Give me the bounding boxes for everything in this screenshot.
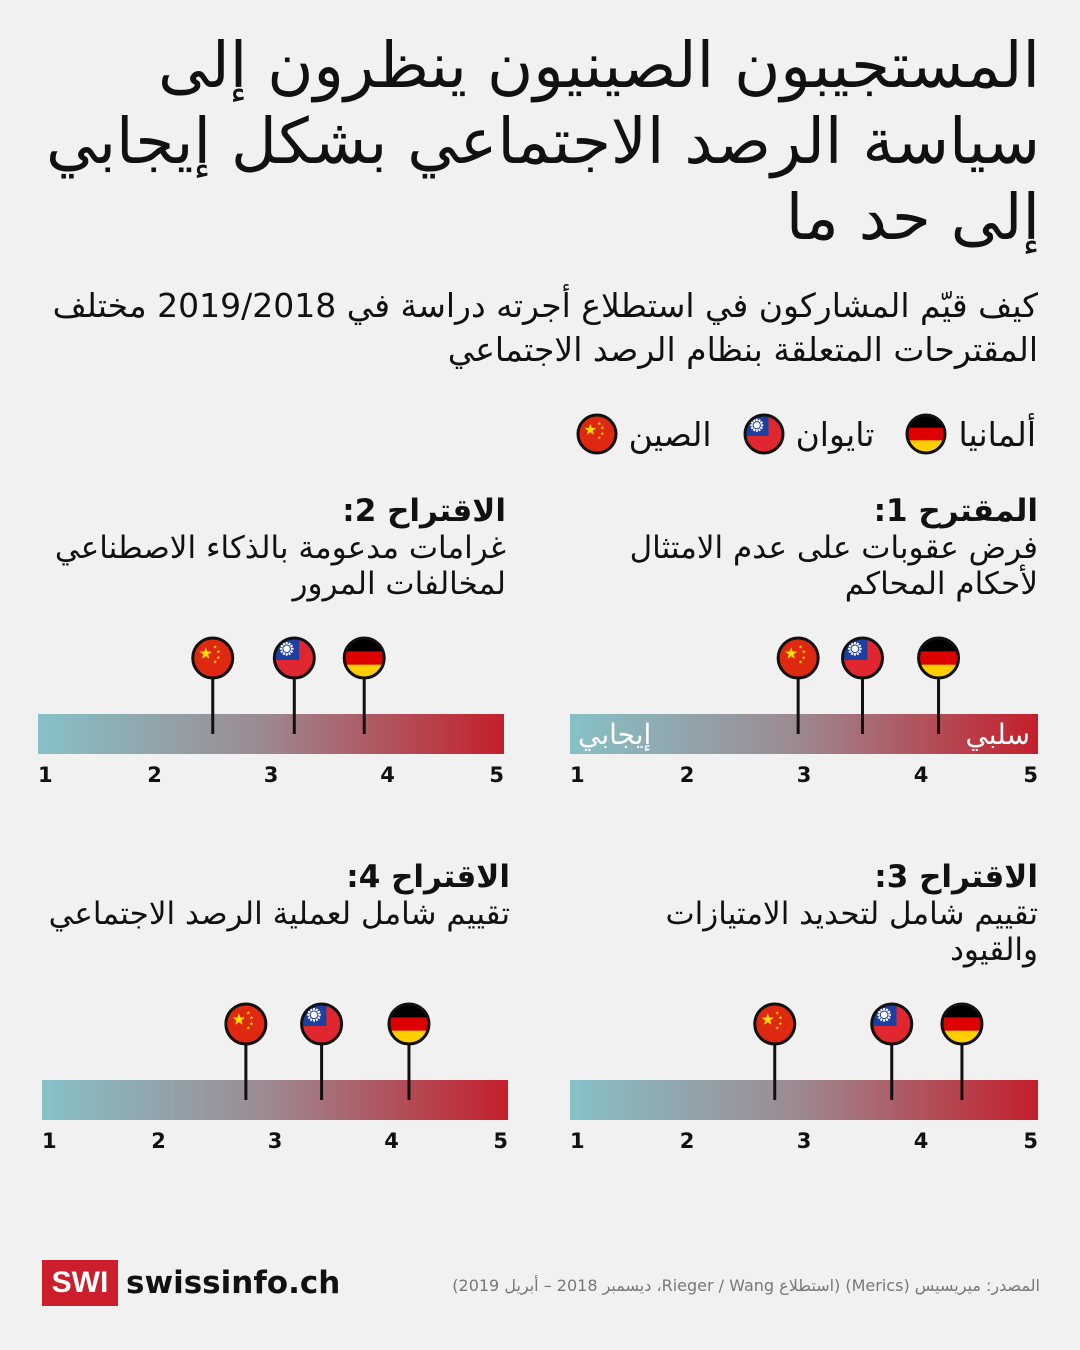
pin-germany [917,636,961,734]
taiwan-flag-icon [300,1002,344,1046]
taiwan-flag-icon [743,413,785,455]
germany-flag-icon [940,1002,984,1046]
pin-germany [940,1002,984,1100]
negative-label: سلبي [965,718,1030,751]
china-flag-icon [224,1002,268,1046]
germany-flag-icon [905,413,947,455]
pin-china [776,636,820,734]
china-flag-icon [576,413,618,455]
tick-label: 2 [680,763,695,787]
pin-taiwan [841,636,884,734]
legend-item-china: الصين [575,412,712,456]
taiwan-flag-icon [870,1002,914,1046]
tick-label: 2 [680,1129,695,1153]
tick-label: 3 [797,1129,812,1153]
pin-germany [342,636,386,734]
pin-taiwan [300,1002,344,1100]
proposal-text: تقييم شامل لعملية الرصد الاجتماعي [48,896,510,932]
scale-bar [38,714,504,754]
swi-logo[interactable]: SWI swissinfo.ch [42,1260,340,1306]
proposal-text: غرامات مدعومة بالذكاء الاصطناعي لمخالفات… [54,530,506,602]
proposal-scale-2: 1 2 3 4 5 [38,636,504,787]
china-flag-icon [753,1002,797,1046]
page-title: المستجيبون الصينيون ينظرون إلى سياسة الر… [46,29,1040,254]
tick-label: 5 [1023,1129,1038,1153]
proposal-panel-4: الاقتراح 4: تقييم شامل لعملية الرصد الاج… [40,858,510,1158]
germany-flag-icon [387,1002,431,1046]
proposal-scale-3: 1 2 3 4 5 [570,1002,1038,1153]
pin-taiwan [272,636,316,734]
proposal-text: فرض عقوبات على عدم الامتثال لأحكام المحا… [629,530,1038,602]
china-flag-icon [191,636,235,680]
germany-flag-icon [905,413,947,455]
proposal-panel-1: المقترح 1: فرض عقوبات على عدم الامتثال ل… [568,492,1038,792]
page-subtitle: كيف قيّم المشاركون في استطلاع أجرته دراس… [52,286,1038,369]
tick-label: 4 [380,763,395,787]
tick-label: 5 [493,1129,508,1153]
legend-label-germany: ألمانيا [958,414,1036,454]
tick-label: 3 [268,1129,283,1153]
tick-label: 4 [914,1129,929,1153]
tick-label: 3 [797,763,812,787]
tick-label: 5 [1023,763,1038,787]
proposal-scale-1: 1 2 3 4 5 إيجابي سلبي [570,636,1038,787]
proposal-label: المقترح 1: [873,493,1038,529]
proposal-label: الاقتراح 3: [874,859,1038,895]
proposal-scale-4: 1 2 3 4 5 [42,1002,508,1153]
proposal-text: تقييم شامل لتحديد الامتيازات والقيود [665,896,1038,968]
scale-bar [42,1080,508,1120]
tick-label: 4 [384,1129,399,1153]
legend: الصين تايوان ألمانيا [557,412,1036,456]
tick-label: 3 [264,763,279,787]
site-name: swissinfo.ch [126,1265,341,1301]
legend-label-china: الصين [628,414,712,454]
proposal-label: الاقتراح 2: [342,493,506,529]
pin-china [224,1002,268,1100]
swi-logo-mark: SWI [42,1260,118,1306]
pin-germany [387,1002,431,1100]
legend-item-germany: ألمانيا [904,412,1036,456]
positive-label: إيجابي [578,718,651,751]
taiwan-flag-icon [743,413,785,455]
china-flag-icon [776,636,820,680]
china-flag-icon [576,413,618,455]
scale-bar [570,714,1038,754]
tick-label: 1 [42,1129,57,1153]
tick-label: 4 [914,763,929,787]
germany-flag-icon [342,636,386,680]
proposal-panel-2: الاقتراح 2: غرامات مدعومة بالذكاء الاصطن… [36,492,506,792]
proposal-panel-3: الاقتراح 3: تقييم شامل لتحديد الامتيازات… [568,858,1038,1158]
legend-item-taiwan: تايوان [742,412,875,456]
tick-label: 2 [151,1129,166,1153]
tick-label: 2 [147,763,162,787]
tick-label: 1 [570,763,585,787]
source-note: المصدر: ميريسيس (Merics) (استطلاع Rieger… [452,1276,1040,1295]
scale-bar [570,1080,1038,1120]
tick-label: 5 [489,763,504,787]
proposal-label: الاقتراح 4: [346,859,510,895]
pin-taiwan [870,1002,914,1100]
legend-label-taiwan: تايوان [795,414,875,454]
taiwan-flag-icon [841,636,884,680]
taiwan-flag-icon [272,636,316,680]
tick-label: 1 [38,763,53,787]
pin-china [191,636,235,734]
tick-label: 1 [570,1129,585,1153]
germany-flag-icon [917,636,961,680]
pin-china [753,1002,797,1100]
